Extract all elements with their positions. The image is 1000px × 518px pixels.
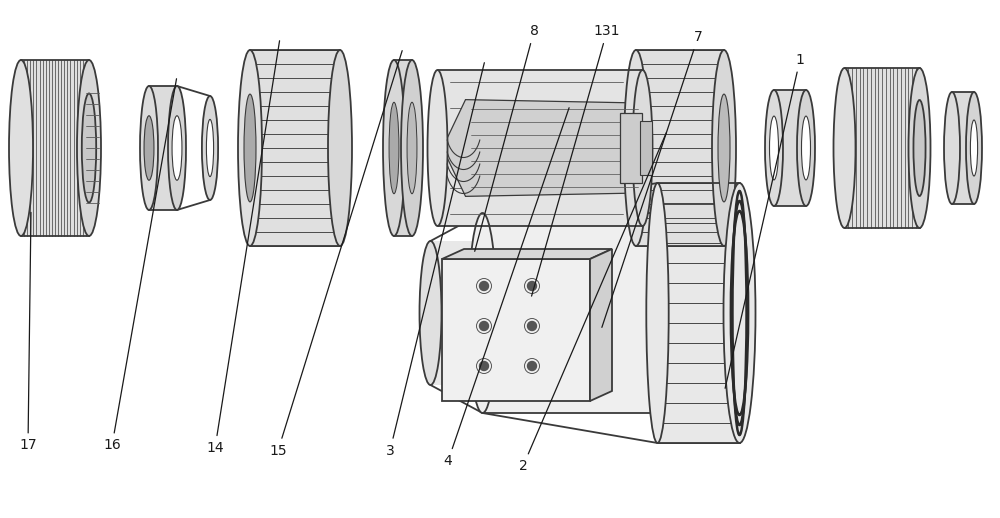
Bar [21, 60, 89, 236]
Ellipse shape [144, 116, 154, 180]
Ellipse shape [468, 213, 496, 413]
Polygon shape [442, 259, 590, 401]
Ellipse shape [765, 90, 783, 206]
Text: 17: 17 [19, 212, 37, 453]
Ellipse shape [633, 70, 652, 226]
Text: 8: 8 [475, 24, 538, 251]
Ellipse shape [140, 86, 158, 210]
Text: 2: 2 [519, 133, 666, 473]
Circle shape [528, 281, 536, 291]
Text: 14: 14 [206, 41, 280, 455]
Bar [636, 50, 724, 246]
Ellipse shape [770, 116, 778, 180]
Bar [952, 92, 974, 204]
Bar [658, 183, 740, 443]
Circle shape [480, 322, 488, 330]
Circle shape [528, 322, 536, 330]
Polygon shape [442, 99, 646, 196]
Ellipse shape [428, 70, 448, 226]
Ellipse shape [797, 90, 815, 206]
Polygon shape [442, 249, 612, 259]
Ellipse shape [244, 94, 256, 202]
Bar [438, 70, 642, 226]
Ellipse shape [77, 60, 101, 236]
Polygon shape [590, 249, 612, 401]
Ellipse shape [407, 102, 417, 194]
Bar [640, 121, 652, 175]
Bar [430, 241, 482, 385]
Ellipse shape [624, 50, 648, 246]
Bar [620, 113, 642, 183]
Ellipse shape [646, 183, 669, 443]
Text: 15: 15 [269, 51, 402, 458]
Ellipse shape [401, 60, 423, 236]
Circle shape [480, 362, 488, 370]
Ellipse shape [908, 68, 930, 228]
Ellipse shape [389, 102, 399, 194]
Ellipse shape [82, 93, 96, 203]
Circle shape [528, 362, 536, 370]
Text: 7: 7 [602, 30, 702, 327]
Ellipse shape [202, 96, 218, 200]
Ellipse shape [970, 120, 978, 176]
Text: 16: 16 [103, 79, 177, 453]
Bar [394, 60, 412, 236]
Ellipse shape [966, 92, 982, 204]
Ellipse shape [712, 50, 736, 246]
Text: 1: 1 [725, 52, 804, 388]
Bar [844, 68, 920, 228]
Ellipse shape [724, 183, 756, 443]
Ellipse shape [238, 50, 262, 246]
Bar [250, 50, 340, 246]
Ellipse shape [328, 50, 352, 246]
Ellipse shape [383, 60, 405, 236]
Text: 4: 4 [444, 108, 569, 468]
Bar [774, 90, 806, 206]
Ellipse shape [168, 86, 186, 210]
Text: 3: 3 [386, 63, 484, 458]
Ellipse shape [9, 60, 33, 236]
Ellipse shape [944, 92, 960, 204]
Ellipse shape [206, 120, 214, 177]
Ellipse shape [834, 68, 856, 228]
Bar [149, 86, 177, 210]
Ellipse shape [802, 116, 810, 180]
Ellipse shape [718, 94, 730, 202]
Ellipse shape [913, 100, 926, 196]
Circle shape [480, 281, 488, 291]
Text: 131: 131 [532, 24, 620, 296]
Ellipse shape [172, 116, 182, 180]
Ellipse shape [420, 241, 442, 385]
Bar [482, 213, 658, 413]
